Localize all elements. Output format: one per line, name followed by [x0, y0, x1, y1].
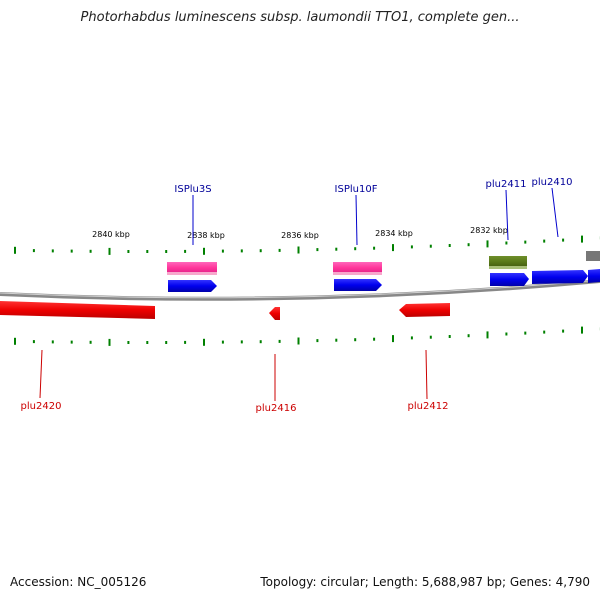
feature-label-plu2412[interactable]: plu2412: [408, 401, 449, 412]
feature-plu2411-band[interactable]: [489, 256, 527, 269]
reverse-gene-arrow[interactable]: [0, 301, 155, 319]
leader-line: [505, 189, 509, 241]
ruler-label: 2836 kbp: [281, 231, 319, 240]
feature-label-ISPlu10F[interactable]: ISPlu10F: [335, 184, 378, 195]
feature-labels: ISPlu3S ISPlu10F plu2411 plu2410 plu2420…: [21, 177, 573, 414]
map-title: Photorhabdus luminescens subsp. laumondi…: [80, 10, 520, 25]
upper-ticks: [14, 235, 600, 255]
leader-line: [551, 187, 559, 238]
feature-label-ISPlu3S[interactable]: ISPlu3S: [174, 184, 211, 195]
ruler-label: 2834 kbp: [375, 229, 413, 238]
backbone-end-cap: [586, 251, 600, 261]
ruler-label: 2832 kbp: [470, 226, 508, 235]
forward-gene-arrow[interactable]: [588, 269, 600, 283]
leader-line: [425, 349, 428, 400]
feature-label-plu2411[interactable]: plu2411: [486, 179, 527, 190]
forward-gene-arrow[interactable]: [490, 273, 529, 286]
backbone-highlight: [0, 279, 600, 299]
ruler-labels: 2840 kbp 2838 kbp 2836 kbp 2834 kbp 2832…: [92, 226, 508, 240]
genome-summary-text: Topology: circular; Length: 5,688,987 bp…: [260, 575, 590, 589]
ruler-label: 2840 kbp: [92, 230, 130, 239]
feature-ISPlu3S-band[interactable]: [167, 262, 217, 275]
feature-label-plu2416[interactable]: plu2416: [256, 403, 297, 414]
ruler-label: 2838 kbp: [187, 231, 225, 240]
lower-ticks: [14, 326, 600, 346]
forward-gene-arrow[interactable]: [168, 280, 217, 292]
feature-ISPlu10F-band[interactable]: [333, 262, 382, 275]
leader-line: [355, 194, 358, 246]
accession-text: Accession: NC_005126: [10, 575, 147, 589]
backbone: [0, 279, 600, 301]
forward-gene-arrow[interactable]: [532, 270, 588, 284]
leader-line: [39, 349, 43, 399]
forward-gene-arrow[interactable]: [334, 279, 382, 291]
feature-label-plu2410[interactable]: plu2410: [532, 177, 573, 188]
reverse-gene-arrow[interactable]: [269, 307, 280, 320]
feature-label-plu2420[interactable]: plu2420: [21, 401, 62, 412]
reverse-gene-arrow[interactable]: [399, 303, 450, 317]
leader-lines: [39, 187, 559, 401]
